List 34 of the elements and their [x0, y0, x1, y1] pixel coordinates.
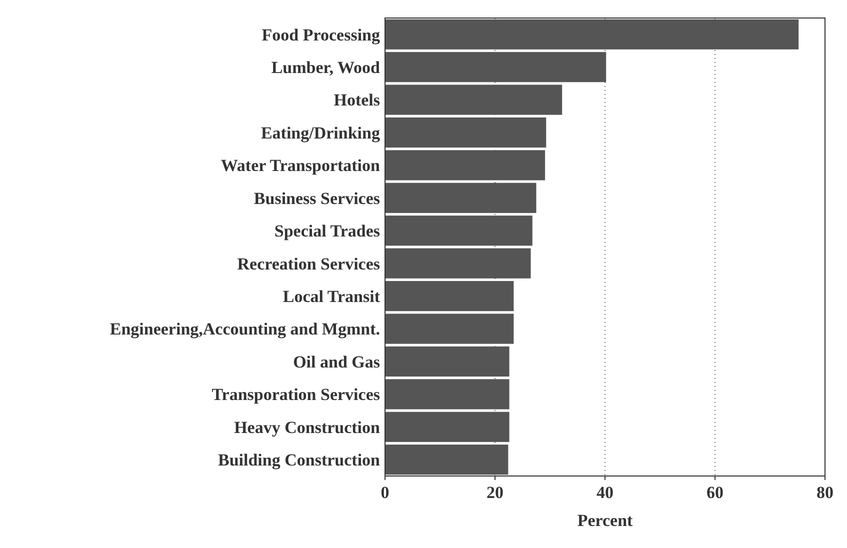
bar — [385, 182, 536, 213]
x-tick-label: 80 — [816, 483, 834, 502]
y-tick-label: Engineering,Accounting and Mgmnt. — [110, 320, 380, 339]
bar — [385, 444, 508, 475]
bar — [385, 19, 799, 50]
x-tick-label: 20 — [486, 483, 504, 502]
y-tick-label: Eating/Drinking — [260, 123, 380, 142]
bar — [385, 216, 532, 246]
bar — [385, 117, 546, 148]
y-tick-label: Recreation Services — [237, 254, 380, 274]
bar — [385, 346, 510, 377]
x-tick-label: 0 — [380, 483, 390, 502]
y-tick-label: Building Construction — [218, 450, 381, 470]
x-axis-title: Percent — [577, 511, 634, 530]
y-tick-label: Business Services — [254, 188, 380, 208]
y-tick-label: Transporation Services — [212, 385, 380, 404]
bar — [385, 52, 606, 82]
bar — [385, 248, 531, 278]
bar — [385, 314, 514, 344]
bar — [385, 150, 546, 180]
bar — [385, 84, 562, 115]
y-tick-label: Lumber, Wood — [271, 58, 381, 78]
x-tick-label: 40 — [596, 483, 614, 502]
x-tick-label: 60 — [706, 483, 724, 502]
y-tick-label: Special Trades — [274, 222, 380, 241]
y-tick-label: Local Transit — [282, 287, 380, 306]
bar — [385, 379, 510, 410]
y-tick-label: Hotels — [334, 90, 380, 110]
y-tick-label: Food Processing — [262, 25, 380, 44]
y-tick-label: Water Transportation — [220, 156, 381, 176]
y-tick-label: Oil and Gas — [293, 352, 380, 372]
bar — [385, 281, 514, 312]
y-tick-label: Heavy Construction — [234, 418, 381, 437]
bar — [385, 412, 510, 442]
